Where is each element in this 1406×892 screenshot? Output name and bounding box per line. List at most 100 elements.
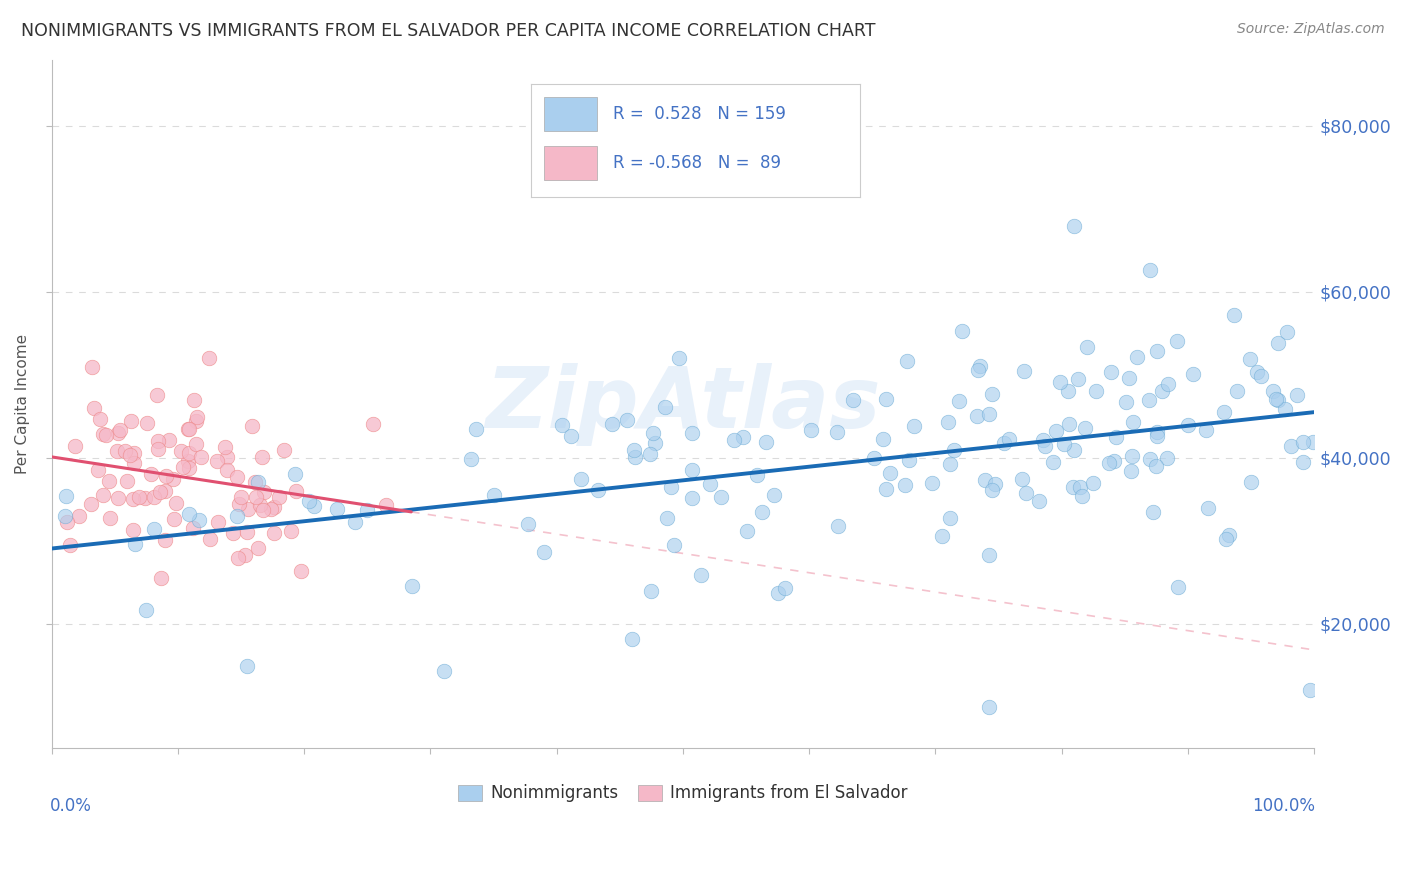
Point <box>250 450 273 465</box>
Point <box>1063 219 1085 233</box>
Point <box>1102 454 1125 468</box>
Point <box>640 584 662 599</box>
Point <box>122 456 145 470</box>
Point <box>183 521 205 535</box>
Point <box>165 496 187 510</box>
Point <box>157 433 180 447</box>
Point <box>1057 384 1080 398</box>
Point <box>621 632 644 646</box>
Point <box>207 454 229 468</box>
Point <box>659 480 682 494</box>
Point <box>1137 393 1160 408</box>
Point <box>977 700 1000 714</box>
Point <box>460 451 482 466</box>
Point <box>842 392 865 407</box>
Point <box>1213 405 1236 419</box>
Point <box>1292 455 1315 469</box>
Point <box>207 515 229 529</box>
Point <box>943 443 966 458</box>
Point <box>1267 392 1289 407</box>
Point <box>681 426 703 441</box>
Point <box>107 491 129 505</box>
Point <box>1011 472 1033 486</box>
Point <box>1239 351 1261 366</box>
Point <box>263 500 285 515</box>
Point <box>245 490 267 504</box>
Point <box>710 490 733 504</box>
Point <box>361 417 384 431</box>
Point <box>80 497 103 511</box>
Point <box>280 524 302 539</box>
Point <box>903 419 925 434</box>
Point <box>1177 418 1199 433</box>
Point <box>825 425 848 440</box>
Point <box>751 505 773 519</box>
Point <box>91 426 114 441</box>
Point <box>800 423 823 437</box>
Point <box>1015 486 1038 500</box>
Point <box>668 351 690 365</box>
Point <box>108 423 131 437</box>
Point <box>107 425 129 440</box>
Point <box>1246 365 1268 379</box>
Point <box>326 502 349 516</box>
Point <box>623 442 645 457</box>
Point <box>1032 434 1054 448</box>
Point <box>723 433 745 447</box>
Point <box>177 422 200 436</box>
Point <box>1146 429 1168 443</box>
Point <box>1279 439 1302 453</box>
Point <box>898 452 921 467</box>
Point <box>967 362 990 376</box>
Point <box>1240 475 1263 489</box>
Point <box>1115 394 1137 409</box>
Point <box>149 571 172 585</box>
Point <box>1250 369 1272 384</box>
Point <box>966 409 988 424</box>
Point <box>952 325 974 339</box>
Point <box>1053 437 1076 451</box>
Point <box>186 414 208 428</box>
Text: 0.0%: 0.0% <box>51 797 93 814</box>
Point <box>98 475 121 489</box>
Point <box>863 451 886 466</box>
Point <box>681 491 703 506</box>
Point <box>122 446 145 460</box>
Point <box>259 502 281 516</box>
Point <box>766 586 789 600</box>
Point <box>284 467 307 481</box>
Point <box>1085 384 1108 399</box>
Point <box>1049 375 1071 389</box>
Point <box>879 466 901 480</box>
Point <box>643 426 665 441</box>
Point <box>921 476 943 491</box>
Point <box>136 416 159 430</box>
Point <box>1139 263 1161 277</box>
Point <box>1126 350 1149 364</box>
Point <box>80 360 103 375</box>
Point <box>533 544 555 558</box>
Point <box>1139 451 1161 466</box>
Point <box>1118 371 1140 385</box>
Point <box>1083 475 1105 490</box>
Point <box>1218 528 1240 542</box>
Point <box>465 422 488 436</box>
Point <box>569 472 592 486</box>
Point <box>105 444 128 458</box>
Point <box>1264 392 1286 406</box>
Point <box>217 462 239 476</box>
Point <box>55 515 77 529</box>
Point <box>55 489 77 503</box>
Legend: Nonimmigrants, Immigrants from El Salvador: Nonimmigrants, Immigrants from El Salvad… <box>451 778 914 809</box>
Point <box>172 459 194 474</box>
Point <box>560 429 582 443</box>
Point <box>872 432 894 446</box>
Point <box>1156 451 1178 466</box>
Point <box>735 524 758 538</box>
Point <box>1076 340 1098 354</box>
Point <box>1028 493 1050 508</box>
Point <box>1146 344 1168 359</box>
Point <box>773 581 796 595</box>
Point <box>115 475 138 489</box>
Point <box>1012 364 1035 378</box>
